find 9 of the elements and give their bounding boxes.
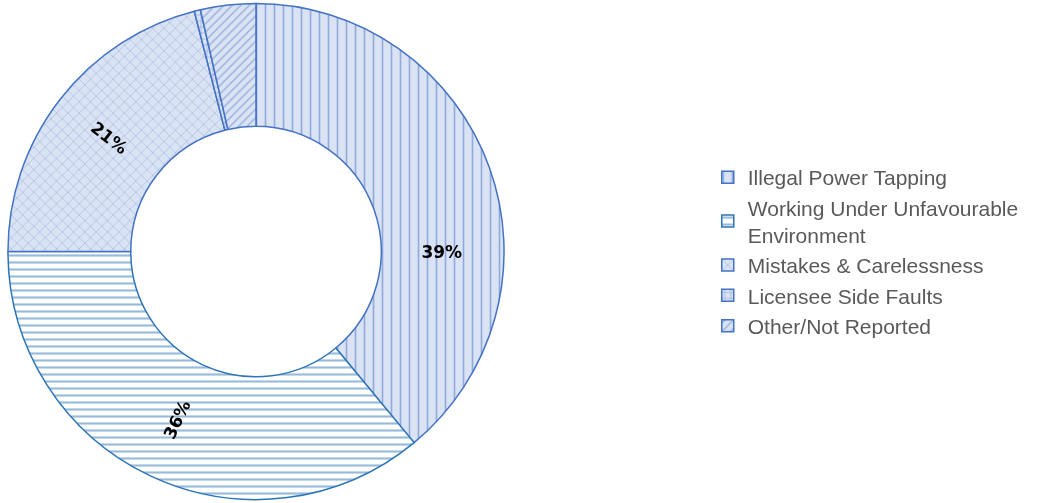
donut-slice (7, 10, 226, 253)
legend-label: Licensee Side Faults (747, 284, 943, 308)
data-label: 36% (159, 396, 195, 443)
legend-label: Mistakes & Carelessness (747, 254, 984, 278)
legend-label: Working Under Unfavourable Environment (747, 196, 1019, 247)
donut-slice (7, 250, 415, 500)
data-label: 39% (421, 241, 463, 262)
legend-label: Illegal Power Tapping (747, 166, 948, 190)
legend-label: Other/Not Reported (747, 314, 932, 338)
